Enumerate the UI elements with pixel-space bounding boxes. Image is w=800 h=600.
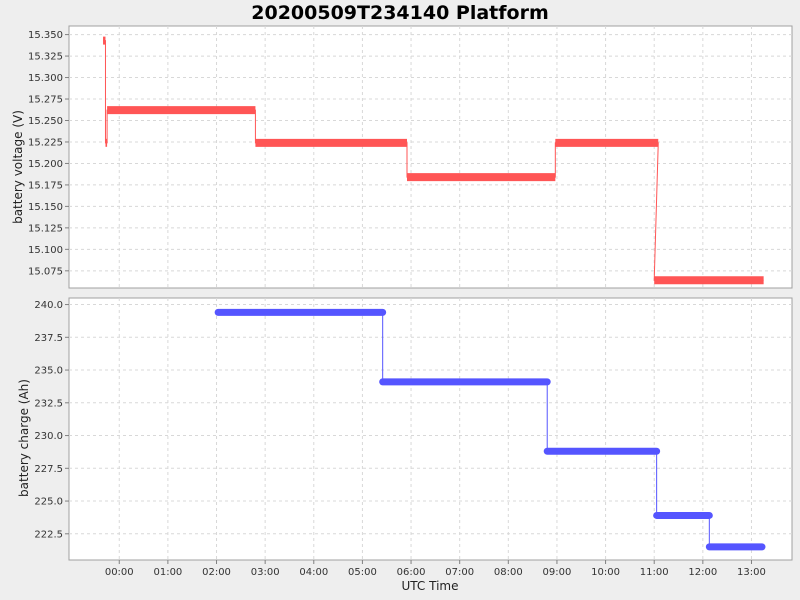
voltage-series — [103, 36, 764, 285]
x-tick-label: 10:00 — [591, 567, 620, 578]
charge-y-tick-label: 225.0 — [34, 497, 63, 508]
voltage-y-tick-label: 15.300 — [28, 73, 63, 84]
charge-y-ticks: 222.5 225.0 227.5 230.0 232.5 235.0 237.5 240.0 — [34, 300, 69, 540]
charge-y-tick-label: 237.5 — [34, 333, 63, 344]
x-axis-label: UTC Time — [402, 579, 459, 593]
voltage-y-ticks: 15.075 15.100 15.125 15.150 15.175 15.200 15.2… — [28, 30, 69, 277]
voltage-plot-area — [68, 25, 793, 289]
voltage-y-tick-label: 15.150 — [28, 202, 63, 213]
x-tick-label: 07:00 — [445, 567, 474, 578]
charge-y-tick-label: 235.0 — [34, 366, 63, 377]
voltage-y-axis-label: battery voltage (V) — [11, 110, 25, 224]
voltage-panel: 15.075 15.100 15.125 15.150 15.175 15.200 15.2… — [11, 25, 793, 289]
x-tick-label: 00:00 — [105, 567, 134, 578]
charge-y-tick-label: 232.5 — [34, 398, 63, 409]
x-tick-label: 08:00 — [494, 567, 523, 578]
voltage-y-tick-label: 15.075 — [28, 266, 63, 277]
x-tick-label: 05:00 — [348, 567, 377, 578]
voltage-grid — [69, 26, 792, 288]
charge-y-axis-label: battery charge (Ah) — [17, 379, 31, 497]
x-tick-label: 13:00 — [737, 567, 766, 578]
charge-y-tick-label: 227.5 — [34, 464, 63, 475]
charge-series — [214, 308, 766, 551]
voltage-y-tick-label: 15.225 — [28, 137, 63, 148]
x-tick-label: 04:00 — [299, 567, 328, 578]
voltage-y-tick-label: 15.125 — [28, 223, 63, 234]
x-tick-label: 09:00 — [543, 567, 572, 578]
chart-title: 20200509T234140 Platform — [251, 2, 549, 24]
voltage-y-tick-label: 15.275 — [28, 95, 63, 106]
x-tick-label: 11:00 — [640, 567, 669, 578]
x-tick-label: 03:00 — [251, 567, 280, 578]
charge-y-tick-label: 222.5 — [34, 529, 63, 540]
voltage-y-tick-label: 15.325 — [28, 52, 63, 63]
charge-y-tick-label: 240.0 — [34, 300, 63, 311]
charge-panel: 222.5 225.0 227.5 230.0 232.5 235.0 237.5 240.0… — [17, 297, 793, 561]
time-x-ticks: 00:00 01:00 02:00 03:00 04:00 05:00 06:00 07:00… — [105, 560, 766, 578]
voltage-y-tick-label: 15.200 — [28, 159, 63, 170]
voltage-y-tick-label: 15.100 — [28, 245, 63, 256]
voltage-y-tick-label: 15.250 — [28, 116, 63, 127]
voltage-y-tick-label: 15.175 — [28, 180, 63, 191]
x-tick-label: 01:00 — [153, 567, 182, 578]
voltage-y-tick-label: 15.350 — [28, 30, 63, 41]
charge-y-tick-label: 230.0 — [34, 431, 63, 442]
x-tick-label: 02:00 — [202, 567, 231, 578]
x-tick-label: 12:00 — [688, 567, 717, 578]
x-tick-label: 06:00 — [397, 567, 426, 578]
charge-grid — [69, 298, 792, 560]
